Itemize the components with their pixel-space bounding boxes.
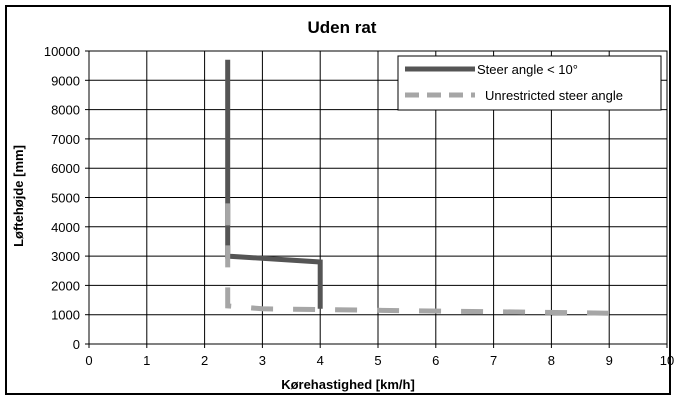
y-axis-title: Løftehøjde [mm]: [11, 145, 26, 247]
x-axis-title: Kørehastighed [km/h]: [281, 377, 415, 392]
x-tick-label: 7: [490, 353, 497, 368]
series-line-steer-angle: [225, 59, 323, 309]
y-tick-label: 5000: [51, 191, 80, 206]
x-tick-label: 6: [432, 353, 439, 368]
legend-label-unrestricted: Unrestricted steer angle: [485, 88, 623, 103]
x-tick-label: 9: [606, 353, 613, 368]
y-tick-label: 2000: [51, 278, 80, 293]
y-tick-label: 6000: [51, 161, 80, 176]
series-layer: [225, 59, 612, 328]
x-axis-ticks: 0 1 2 3 4 5 6 7 8 9 10: [85, 344, 674, 368]
legend-label-steer-angle: Steer angle < 10°: [477, 62, 578, 77]
legend: Steer angle < 10° Unrestricted steer ang…: [397, 55, 662, 111]
plot-area-border: [88, 50, 668, 345]
y-tick-label: 7000: [51, 132, 80, 147]
chart-title: Uden rat: [308, 18, 377, 37]
y-axis-ticks: 0 1000 2000 3000 4000 5000 6000 7000 8000 9000 100…: [44, 44, 89, 352]
x-tick-label: 0: [85, 353, 92, 368]
x-tick-label: 2: [201, 353, 208, 368]
y-tick-label: 4000: [51, 220, 80, 235]
x-tick-label: 5: [374, 353, 381, 368]
y-tick-label: 0: [73, 337, 80, 352]
x-tick-label: 1: [143, 353, 150, 368]
y-tick-label: 3000: [51, 249, 80, 264]
x-tick-label: 8: [548, 353, 555, 368]
y-tick-label: 9000: [51, 73, 80, 88]
legend-box: [397, 55, 662, 111]
x-tick-label: 10: [660, 353, 674, 368]
y-tick-label: 8000: [51, 103, 80, 118]
y-tick-label: 1000: [51, 308, 80, 323]
x-tick-label: 3: [259, 353, 266, 368]
series-line-unrestricted: [225, 203, 612, 328]
x-tick-label: 4: [317, 353, 324, 368]
y-tick-label: 10000: [44, 44, 80, 59]
